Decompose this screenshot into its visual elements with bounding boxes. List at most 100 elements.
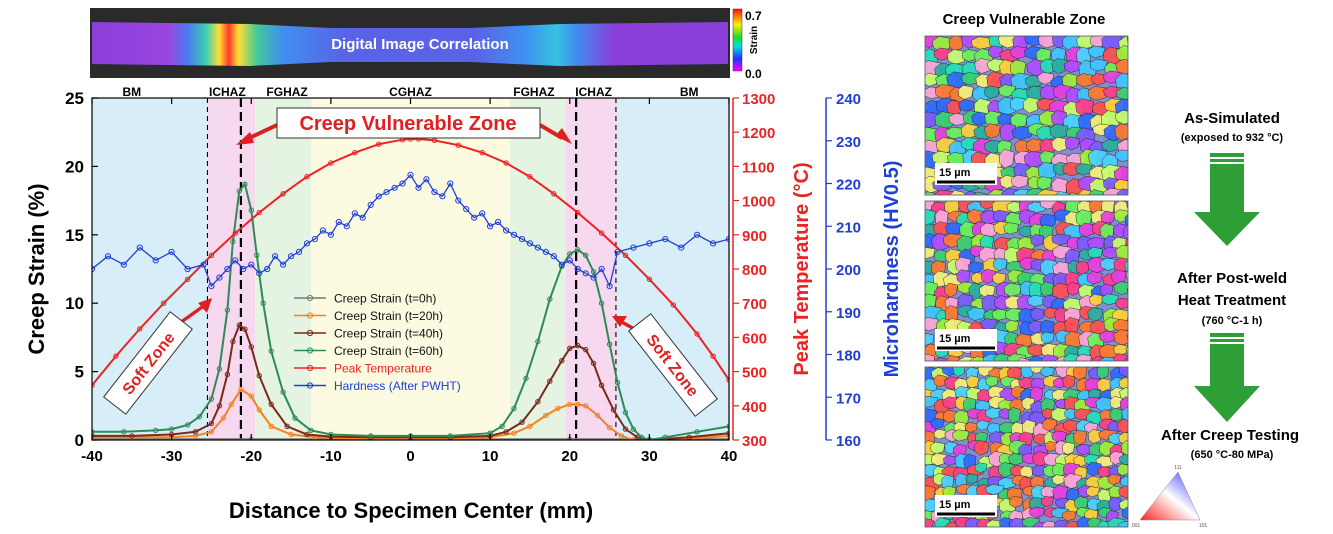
x-axis-label: Distance to Specimen Center (mm) <box>229 498 593 523</box>
ebsd-grain <box>1131 178 1149 194</box>
ebsd-grain <box>965 517 981 527</box>
series-2-point <box>230 338 236 345</box>
series-3-point <box>523 375 529 382</box>
ebsd-grain <box>1008 453 1025 466</box>
series-3 <box>92 181 729 440</box>
ebsd-grain <box>1129 99 1150 118</box>
series-5-point <box>725 236 729 243</box>
ebsd-grain <box>1126 287 1128 296</box>
ebsd-grain <box>1127 311 1128 315</box>
y3-tick-label: 190 <box>836 305 861 322</box>
ebsd-grain <box>1029 506 1045 518</box>
series-2-point <box>575 342 581 349</box>
ebsd-grain <box>985 375 999 387</box>
ebsd-grain <box>1132 111 1148 129</box>
ebsd-panel-border-0 <box>924 35 1129 196</box>
y3-tick-label: 210 <box>836 219 861 236</box>
series-1-point <box>248 393 255 399</box>
legend-label-0: Creep Strain (t=0h) <box>334 292 436 306</box>
series-5-point <box>510 231 518 238</box>
legend: Creep Strain (t=0h) Creep Strain (t=20h) C… <box>294 292 461 393</box>
series-3-point <box>614 379 621 386</box>
series-2-point <box>216 403 223 409</box>
ebsd-grain <box>1050 407 1070 422</box>
stage-1-detail: (760 °C-1 h) <box>1202 315 1263 327</box>
ebsd-grain <box>993 257 1008 272</box>
series-1-point <box>583 403 589 409</box>
ebsd-grain <box>984 85 1000 99</box>
ipf-label-right: 101 <box>1199 523 1208 529</box>
series-2-point <box>598 382 605 388</box>
series-4-point <box>646 276 653 282</box>
series-2-point <box>567 345 573 351</box>
ebsd-grain <box>1109 407 1124 423</box>
ebsd-grain <box>1064 316 1080 335</box>
y3-tick-label: 230 <box>836 134 861 151</box>
y2-axis-label: Peak Temperature (°C) <box>791 162 813 375</box>
series-3-point <box>590 269 597 275</box>
series-5-point <box>574 265 581 273</box>
series-5-point <box>216 274 223 281</box>
series-3-point <box>535 338 541 345</box>
ebsd-grain <box>1096 378 1112 392</box>
ebsd-grain <box>1113 344 1128 356</box>
series-5-point <box>479 210 486 217</box>
y-tick-label: 5 <box>75 363 84 382</box>
ebsd-grain <box>945 126 966 140</box>
ebsd-panel-2 <box>925 367 1128 527</box>
y-tick-label: 0 <box>75 431 84 450</box>
ebsd-grain <box>934 517 950 527</box>
series-5-point <box>598 265 605 273</box>
series-5-point <box>120 261 127 268</box>
ebsd-grain <box>1099 223 1115 240</box>
ebsd-scale-box-1 <box>935 329 997 351</box>
series-5 <box>92 171 729 290</box>
zone-label-5: ICHAZ <box>575 85 612 99</box>
ebsd-grain <box>1039 319 1055 336</box>
x-tick-label: 10 <box>482 448 499 465</box>
series-5-point <box>351 210 358 217</box>
series-4-point <box>479 150 485 156</box>
ebsd-scale-box-0 <box>935 163 997 185</box>
series-4-point <box>551 191 557 197</box>
series-3-point <box>230 238 236 245</box>
ebsd-grain <box>964 422 978 433</box>
series-5-point <box>319 227 326 234</box>
ebsd-grain <box>998 149 1015 169</box>
zone-labels: BM ICHAZ FGHAZ CGHAZ FGHAZ ICHAZ BM <box>122 85 698 99</box>
series-5-point <box>359 214 366 221</box>
ebsd-grain <box>992 272 1007 285</box>
zone-label-4: FGHAZ <box>513 85 554 99</box>
ebsd-grain <box>1118 485 1128 499</box>
ebsd-grain <box>1095 396 1114 413</box>
series-5-point <box>447 180 454 187</box>
ebsd-grain <box>1052 462 1067 478</box>
ebsd-grain <box>1107 473 1122 485</box>
ebsd-grain <box>1051 136 1069 153</box>
series-3-point <box>694 429 700 435</box>
series-4-point <box>280 191 286 197</box>
y3-tick-label: 160 <box>836 433 861 450</box>
zone-label-2: FGHAZ <box>266 85 307 99</box>
ebsd-grain <box>1127 298 1128 304</box>
series-4-point <box>503 160 509 166</box>
series-1-point <box>238 386 244 393</box>
ebsd-grain <box>943 455 957 466</box>
series-4-point <box>328 160 334 166</box>
ebsd-grain <box>1051 474 1066 486</box>
legend-label-4: Peak Temperature <box>334 362 432 376</box>
series-5-point <box>399 180 406 187</box>
series-5-point <box>566 257 573 264</box>
series-4-point <box>598 230 605 236</box>
series-5-point <box>367 201 374 208</box>
ebsd-grain <box>1028 281 1043 300</box>
x-tick-label: 40 <box>721 448 738 465</box>
creep-vulnerable-annotation: Creep Vulnerable Zone <box>236 107 572 145</box>
series-1-point <box>511 430 517 436</box>
y2-tick-label: 700 <box>742 296 767 313</box>
ebsd-grain <box>1008 495 1024 508</box>
series-3-point <box>583 252 589 259</box>
zone-band-4 <box>510 98 566 440</box>
ebsd-grain <box>933 428 947 440</box>
ebsd-grain <box>944 296 959 310</box>
